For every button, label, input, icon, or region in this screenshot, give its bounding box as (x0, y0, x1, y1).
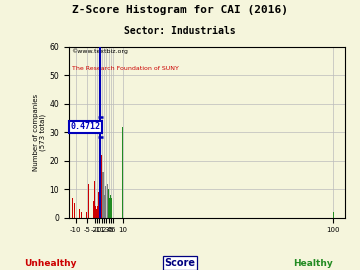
Bar (111, 198, 112, 218)
Bar (96, 206, 97, 218)
Text: Sector: Industrials: Sector: Industrials (124, 26, 236, 36)
Bar (81, 212, 82, 218)
Bar (109, 198, 110, 218)
Bar (108, 189, 109, 218)
Y-axis label: Number of companies
(573 total): Number of companies (573 total) (33, 94, 46, 171)
Bar (103, 172, 104, 218)
Bar (104, 195, 105, 218)
Bar (98, 192, 99, 218)
Bar (95, 206, 96, 218)
Bar (94, 181, 95, 218)
Bar (101, 155, 102, 218)
Bar (107, 184, 108, 218)
Text: 0.4712: 0.4712 (70, 122, 100, 131)
Bar (122, 127, 123, 218)
Text: Score: Score (165, 258, 195, 268)
Bar (333, 212, 334, 218)
Text: Z-Score Histogram for CAI (2016): Z-Score Histogram for CAI (2016) (72, 5, 288, 15)
Text: ©www.textbiz.org: ©www.textbiz.org (72, 49, 129, 54)
Bar (97, 206, 98, 218)
Bar (110, 195, 111, 218)
Text: Unhealthy: Unhealthy (24, 259, 77, 268)
Bar (105, 186, 106, 218)
Bar (106, 189, 107, 218)
Text: The Research Foundation of SUNY: The Research Foundation of SUNY (72, 66, 179, 71)
Bar (79, 209, 80, 218)
Bar (99, 189, 100, 218)
Bar (93, 201, 94, 218)
Text: Healthy: Healthy (293, 259, 333, 268)
